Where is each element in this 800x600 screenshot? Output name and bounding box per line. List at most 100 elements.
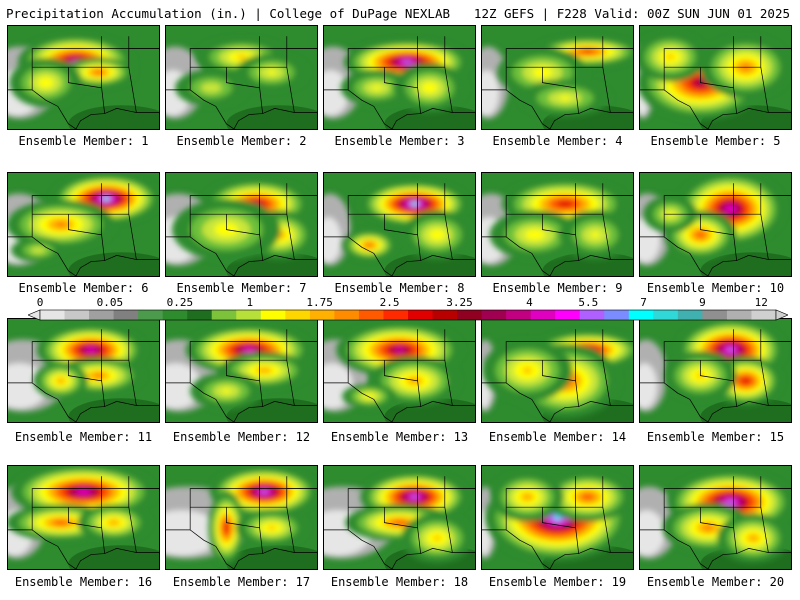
ensemble-member-label: Ensemble Member: 14: [488, 430, 627, 444]
ensemble-member-map: [7, 465, 160, 570]
legend-tick-label: 9: [699, 296, 706, 309]
legend-swatch: [383, 310, 409, 320]
state-borders: [166, 36, 317, 129]
ensemble-member-label: Ensemble Member: 12: [172, 430, 311, 444]
state-borders: [166, 476, 317, 569]
ensemble-member-map: [323, 172, 476, 277]
ensemble-member-label: Ensemble Member: 6: [18, 281, 149, 295]
color-scale-legend: [28, 308, 788, 338]
state-borders: [324, 476, 475, 569]
ensemble-member-map: [323, 25, 476, 130]
ensemble-member-map: [481, 172, 634, 277]
precipitation-field: [166, 173, 317, 276]
precipitation-field: [640, 466, 791, 569]
ensemble-member-map: [639, 25, 792, 130]
legend-swatch: [653, 310, 679, 320]
legend-swatch: [579, 310, 605, 320]
ensemble-member-label: Ensemble Member: 3: [334, 134, 465, 148]
ensemble-member-map: [165, 172, 318, 277]
state-borders: [482, 36, 633, 129]
legend-swatch: [408, 310, 434, 320]
ensemble-member-label: Ensemble Member: 15: [646, 430, 785, 444]
legend-high-arrow: [775, 309, 788, 321]
state-borders: [324, 183, 475, 276]
ensemble-member-label: Ensemble Member: 10: [646, 281, 785, 295]
legend-swatch: [432, 310, 458, 320]
legend-tick-label: 1.75: [306, 296, 333, 309]
state-borders: [166, 329, 317, 422]
legend-swatch: [162, 310, 188, 320]
ensemble-member-map: [7, 25, 160, 130]
legend-swatch: [309, 310, 335, 320]
state-borders: [640, 183, 791, 276]
ensemble-member-label: Ensemble Member: 16: [14, 575, 153, 589]
precipitation-field: [482, 319, 633, 422]
state-borders: [640, 476, 791, 569]
legend-swatch: [334, 310, 360, 320]
precipitation-field: [482, 173, 633, 276]
ensemble-member-label: Ensemble Member: 4: [492, 134, 623, 148]
legend-swatch: [260, 310, 286, 320]
ensemble-member-map: [639, 172, 792, 277]
ensemble-member-label: Ensemble Member: 11: [14, 430, 153, 444]
precipitation-field: [8, 26, 159, 129]
legend-swatch: [628, 310, 654, 320]
precipitation-field: [8, 173, 159, 276]
legend-swatch: [64, 310, 90, 320]
legend-swatch: [726, 310, 752, 320]
legend-swatch: [89, 310, 115, 320]
precipitation-field: [324, 319, 475, 422]
ensemble-member-label: Ensemble Member: 13: [330, 430, 469, 444]
state-borders: [482, 329, 633, 422]
ensemble-member-map: [165, 465, 318, 570]
ensemble-member-label: Ensemble Member: 18: [330, 575, 469, 589]
state-borders: [482, 183, 633, 276]
legend-swatch: [751, 310, 777, 320]
ensemble-member-map: [481, 25, 634, 130]
state-borders: [324, 329, 475, 422]
legend-swatch: [702, 310, 728, 320]
legend-swatch: [187, 310, 213, 320]
legend-swatch: [40, 310, 66, 320]
legend-tick-label: 12: [754, 296, 768, 309]
legend-swatch: [358, 310, 384, 320]
precipitation-field: [640, 173, 791, 276]
precipitation-field: [324, 26, 475, 129]
state-borders: [8, 183, 159, 276]
precipitation-field: [8, 319, 159, 422]
ensemble-member-label: Ensemble Member: 7: [176, 281, 307, 295]
legend-tick-label: 4: [526, 296, 533, 309]
legend-tick-label: 1: [246, 296, 254, 309]
legend-tick-label: 2.5: [379, 296, 400, 309]
legend-swatch: [138, 310, 164, 320]
ensemble-member-map: [165, 25, 318, 130]
state-borders: [640, 329, 791, 422]
run-valid-time: 12Z GEFS | F228 Valid: 00Z SUN JUN 01 20…: [473, 6, 790, 21]
legend-swatch: [506, 310, 532, 320]
ensemble-member-map: [323, 318, 476, 423]
legend-swatch: [530, 310, 556, 320]
product-title: Precipitation Accumulation (in.) | Colle…: [6, 6, 451, 21]
state-borders: [324, 36, 475, 129]
ensemble-member-map: [323, 465, 476, 570]
legend-tick-label: 7: [640, 296, 647, 309]
state-borders: [640, 36, 791, 129]
legend-low-arrow: [28, 309, 41, 321]
legend-tick-label: 0.05: [96, 296, 124, 309]
ensemble-member-label: Ensemble Member: 2: [176, 134, 307, 148]
precipitation-field: [324, 173, 475, 276]
legend-swatch: [481, 310, 507, 320]
state-borders: [166, 183, 317, 276]
state-borders: [8, 36, 159, 129]
ensemble-member-map: [481, 318, 634, 423]
legend-swatch: [113, 310, 139, 320]
ensemble-member-label: Ensemble Member: 1: [18, 134, 149, 148]
state-borders: [482, 476, 633, 569]
precipitation-field: [166, 466, 317, 569]
ensemble-member-label: Ensemble Member: 17: [172, 575, 311, 589]
legend-swatch: [285, 310, 311, 320]
ensemble-member-label: Ensemble Member: 20: [646, 575, 785, 589]
ensemble-member-label: Ensemble Member: 19: [488, 575, 627, 589]
precipitation-field: [166, 26, 317, 129]
ensemble-member-map: [639, 318, 792, 423]
